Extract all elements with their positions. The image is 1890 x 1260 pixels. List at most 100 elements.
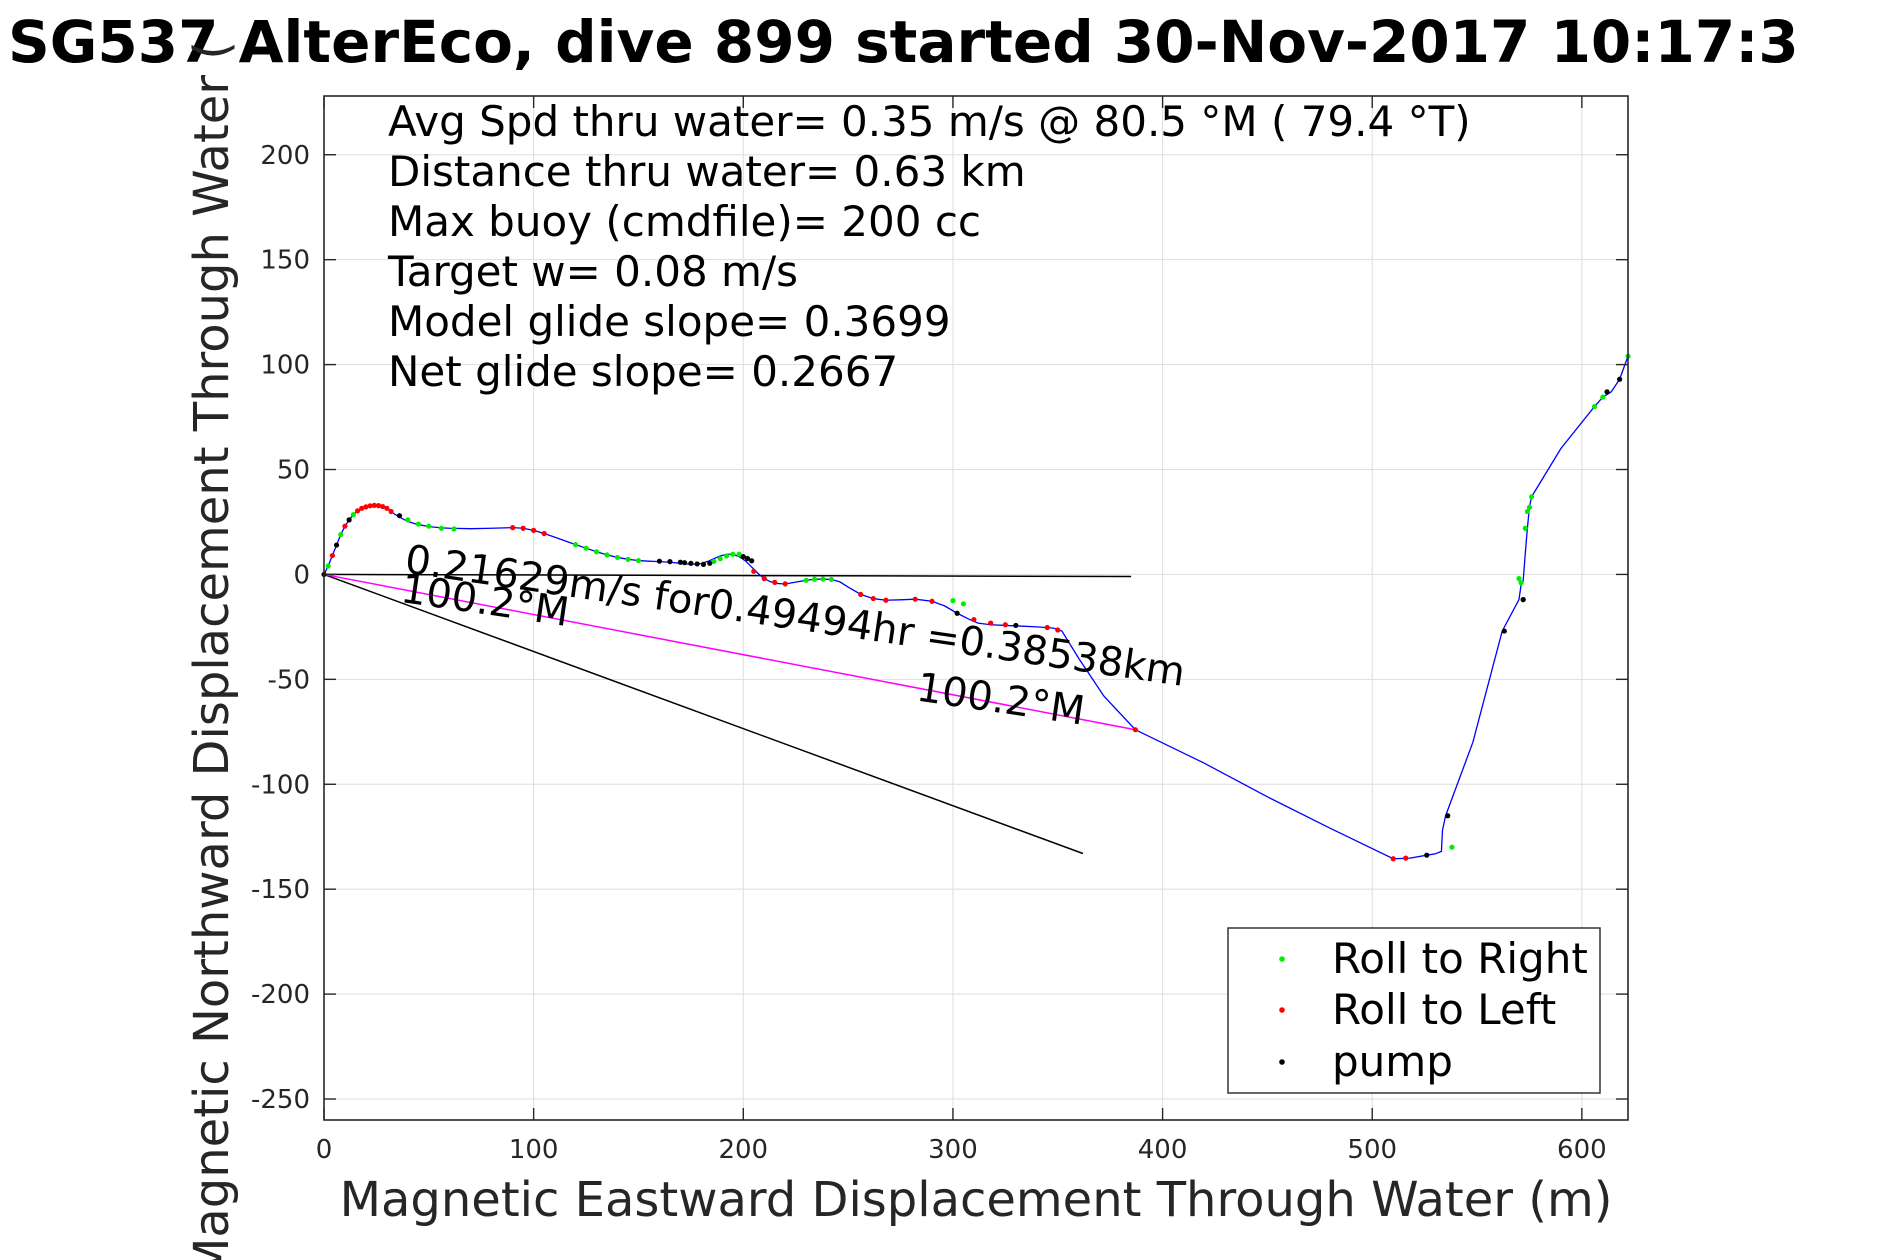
- x-tick-label: 100: [509, 1135, 559, 1165]
- y-tick-label: -50: [268, 665, 310, 695]
- x-tick-label: 400: [1138, 1135, 1188, 1165]
- point-roll-to-left: [388, 508, 394, 515]
- legend-box: [1227, 927, 1601, 1094]
- point-roll-to-left: [1132, 727, 1138, 733]
- y-tick-label: -150: [251, 875, 310, 905]
- point-roll-to-left: [359, 505, 365, 511]
- x-tick-label: 600: [1557, 1135, 1607, 1165]
- y-tick-label: -250: [251, 1085, 310, 1115]
- point-roll-to-right: [1518, 580, 1524, 586]
- point-roll-to-right: [593, 549, 600, 555]
- point-roll-to-left: [782, 581, 788, 587]
- x-tick-label: 200: [718, 1135, 768, 1165]
- tick-labels: 0 100 200 300 400 500 600 -250 -200 -150 -100 -50 0 5…: [251, 141, 1607, 1165]
- legend-label-pump: pump: [1332, 1037, 1453, 1086]
- grid: [323, 96, 1628, 1120]
- point-roll-to-left: [329, 552, 335, 559]
- point-roll-to-left: [929, 598, 935, 604]
- point-pump: [694, 561, 700, 567]
- point-pump: [681, 560, 688, 566]
- point-pump: [744, 555, 751, 562]
- x-tick-label: 300: [928, 1135, 978, 1165]
- point-roll-to-left: [1002, 622, 1008, 628]
- y-tick-label: 50: [277, 456, 310, 486]
- legend-label-roll-left: Roll to Left: [1332, 985, 1556, 1034]
- point-roll-to-left: [510, 525, 516, 531]
- point-roll-to-right: [736, 551, 742, 557]
- point-roll-to-right: [1449, 844, 1455, 850]
- point-roll-to-right: [1516, 576, 1522, 582]
- x-axis-label: Magnetic Eastward Displacement Through W…: [340, 1172, 1613, 1228]
- point-pump: [749, 558, 755, 564]
- chart-title: SG537 AlterEco, dive 899 started 30-Nov-…: [8, 8, 1799, 76]
- point-roll-to-right: [1528, 494, 1535, 500]
- point-roll-to-right: [415, 521, 421, 527]
- point-roll-to-right: [604, 552, 610, 558]
- point-roll-to-left: [751, 568, 757, 574]
- reference-line-east: [323, 573, 1132, 578]
- point-roll-to-left: [883, 597, 889, 603]
- legend: Roll to Right Roll to Left pump: [1227, 927, 1601, 1094]
- point-roll-to-right: [583, 545, 589, 551]
- point-roll-to-right: [405, 517, 411, 523]
- y-tick-label: 100: [260, 351, 310, 381]
- point-roll-to-right: [614, 554, 621, 561]
- point-pump: [1424, 852, 1430, 858]
- point-roll-to-right: [803, 577, 809, 583]
- point-roll-to-left: [371, 502, 377, 508]
- point-roll-to-right: [350, 512, 356, 518]
- point-pump: [740, 553, 746, 560]
- point-roll-to-left: [988, 620, 994, 626]
- point-pump: [346, 517, 352, 523]
- plot-frame: [323, 95, 1629, 1121]
- legend-marker-roll-right: [1279, 956, 1285, 962]
- y-tick-label: 0: [293, 560, 310, 590]
- info-line-avg-speed: Avg Spd thru water= 0.35 m/s @ 80.5 °M (…: [388, 97, 1471, 146]
- point-roll-to-right: [572, 542, 579, 548]
- point-roll-to-left: [971, 616, 977, 623]
- point-roll-to-right: [625, 556, 631, 562]
- reference-line-heading: [323, 573, 1084, 855]
- point-roll-to-right: [828, 576, 834, 583]
- point-roll-to-left: [870, 595, 876, 602]
- point-pump: [667, 559, 673, 565]
- point-roll-to-left: [912, 596, 918, 602]
- point-roll-to-right: [730, 551, 736, 557]
- point-roll-to-left: [1044, 624, 1050, 631]
- info-line-max-buoy: Max buoy (cmdfile)= 200 cc: [388, 197, 981, 246]
- point-roll-to-right: [1600, 394, 1606, 400]
- point-roll-to-right: [811, 576, 818, 582]
- reference-lines: [323, 573, 1136, 855]
- series-points: [321, 353, 1631, 862]
- point-pump: [1604, 389, 1610, 395]
- point-roll-to-left: [380, 504, 386, 510]
- legend-marker-pump: [1279, 1059, 1285, 1065]
- point-pump: [656, 558, 663, 564]
- point-roll-to-right: [960, 601, 967, 607]
- info-line-distance: Distance thru water= 0.63 km: [388, 147, 1026, 196]
- point-pump: [677, 559, 683, 565]
- x-tick-label: 500: [1347, 1135, 1397, 1165]
- point-pump: [954, 610, 960, 616]
- point-roll-to-right: [711, 558, 717, 565]
- point-pump: [1445, 813, 1451, 819]
- y-tick-label: 150: [260, 246, 310, 276]
- info-line-target-w: Target w= 0.08 m/s: [387, 247, 798, 296]
- y-tick-label: -100: [251, 770, 310, 800]
- y-tick-label: -200: [251, 980, 310, 1010]
- point-roll-to-right: [1591, 403, 1598, 410]
- point-roll-to-left: [761, 576, 767, 582]
- reference-line-net: [323, 573, 1136, 731]
- point-roll-to-right: [635, 557, 642, 564]
- point-roll-to-right: [426, 523, 432, 529]
- point-pump: [700, 561, 707, 567]
- point-roll-to-left: [1055, 627, 1061, 633]
- point-roll-to-left: [772, 579, 778, 586]
- point-roll-to-right: [338, 531, 344, 538]
- point-roll-to-right: [717, 556, 723, 562]
- point-roll-to-right: [325, 563, 331, 569]
- point-roll-to-left: [375, 503, 382, 509]
- point-roll-to-left: [363, 504, 369, 510]
- point-roll-to-right: [1526, 504, 1533, 510]
